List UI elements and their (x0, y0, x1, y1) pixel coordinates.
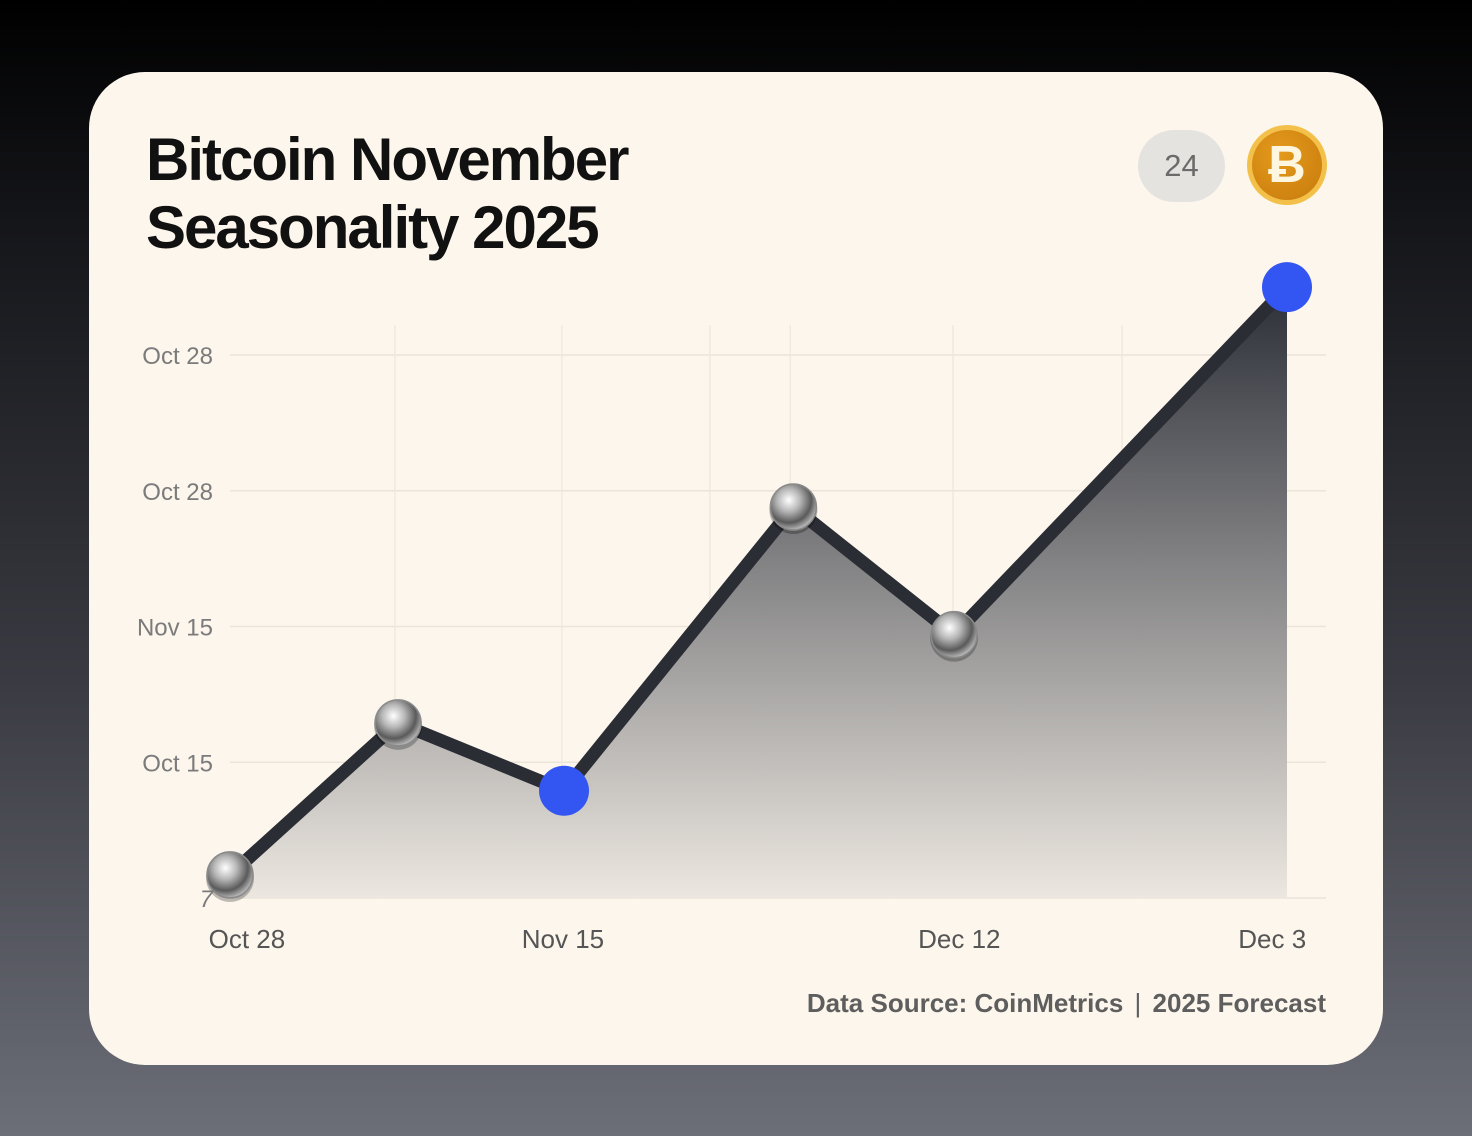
y-tick-label: Oct 28 (142, 479, 213, 506)
y-tick-label: 7 (200, 886, 215, 913)
data-point (769, 483, 818, 531)
x-tick-label: Dec 3 (1238, 924, 1306, 954)
x-tick-label: Nov 15 (522, 924, 604, 954)
highlight-point (1262, 262, 1312, 313)
x-tick-label: Dec 12 (918, 924, 1000, 954)
data-point (930, 610, 978, 659)
series-line (223, 280, 1294, 882)
y-tick-label: Oct 28 (142, 343, 213, 370)
footer-separator: | (1134, 988, 1142, 1018)
highlight-point (539, 765, 590, 816)
forecast-note: 2025 Forecast (1152, 988, 1326, 1018)
footer: Data Source: CoinMetrics | 2025 Forecast (807, 988, 1326, 1019)
count-badge: 24 (1138, 130, 1225, 202)
data-point (374, 699, 422, 747)
x-tick-label: Oct 28 (209, 924, 286, 954)
y-tick-label: Oct 15 (142, 750, 213, 777)
data-point (206, 851, 254, 899)
y-tick-label: Nov 15 (137, 615, 213, 642)
area-fill (230, 287, 1287, 898)
bitcoin-coin-icon: Ƀ (1247, 125, 1327, 205)
chart-title: Bitcoin November Seasonality 2025 (146, 126, 629, 261)
data-source: Data Source: CoinMetrics (806, 988, 1124, 1018)
